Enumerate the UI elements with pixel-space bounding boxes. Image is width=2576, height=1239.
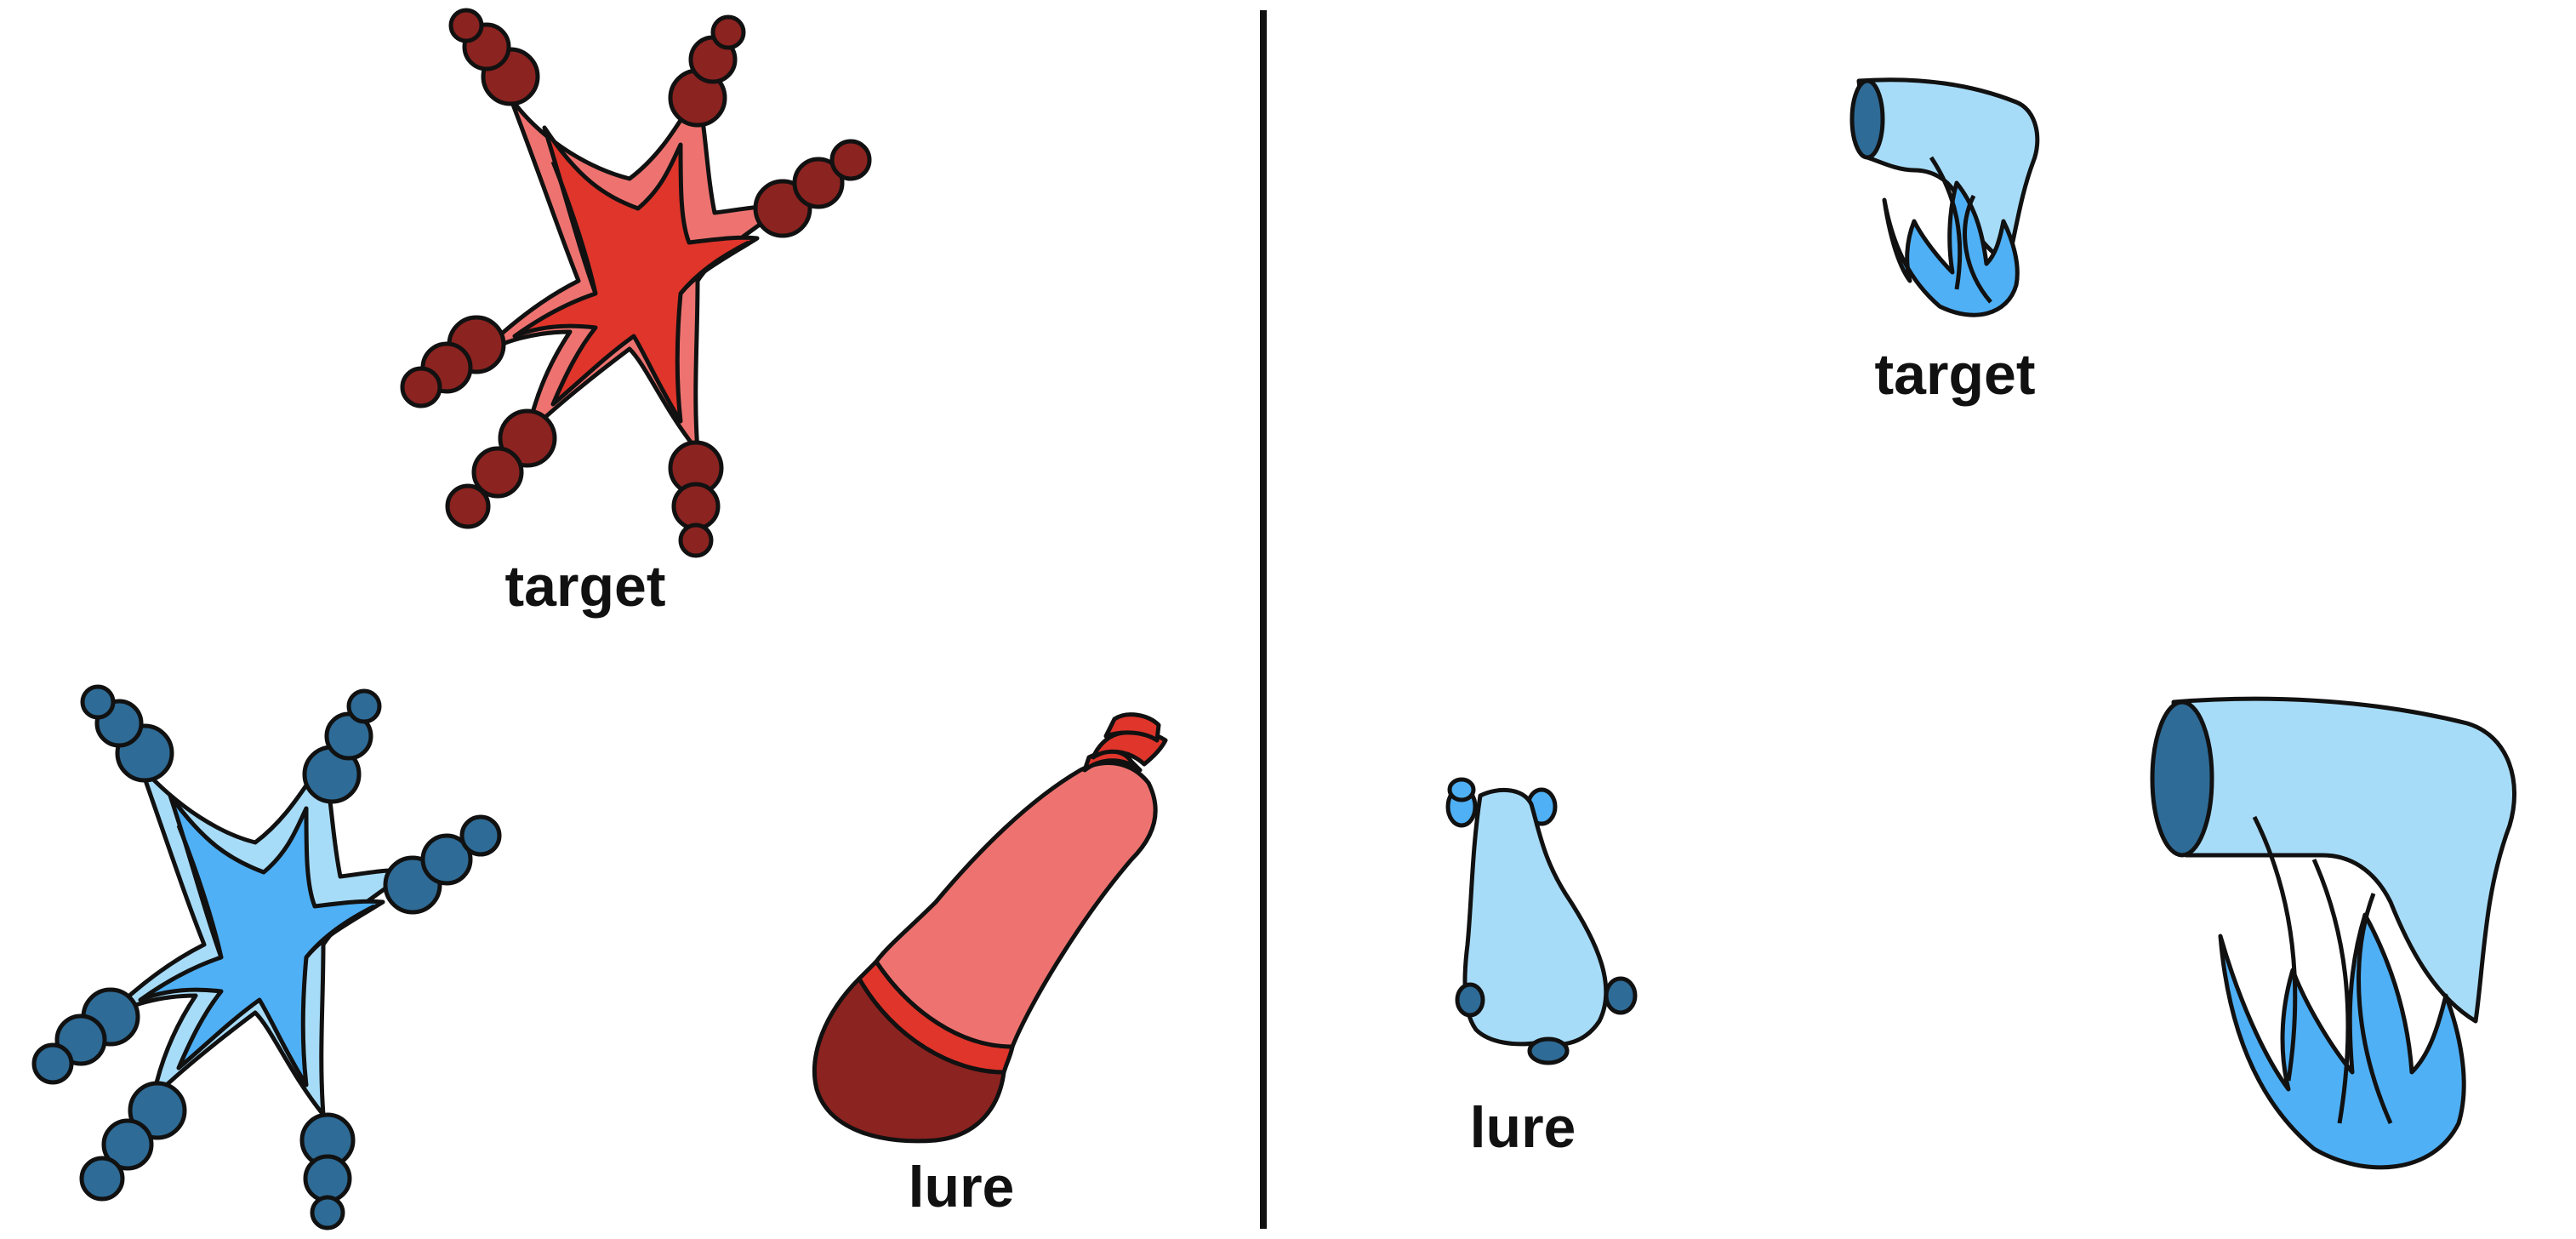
right-panel: target lure [1445,77,2517,1170]
blue-star-creature-icon [31,684,502,1230]
left-target-label: target [505,554,666,619]
red-star-creature-icon [400,8,872,558]
red-bottle-icon [812,712,1168,1144]
small-hairdryer-flame-icon [1849,77,2040,317]
blue-blob-creature-icon [1445,777,1638,1065]
right-target-label: target [1875,342,2036,407]
left-panel: target [31,8,1168,1230]
right-lure-label: lure [1470,1095,1576,1160]
large-hairdryer-flame-icon [2150,696,2517,1170]
left-lure-label: lure [909,1155,1015,1219]
